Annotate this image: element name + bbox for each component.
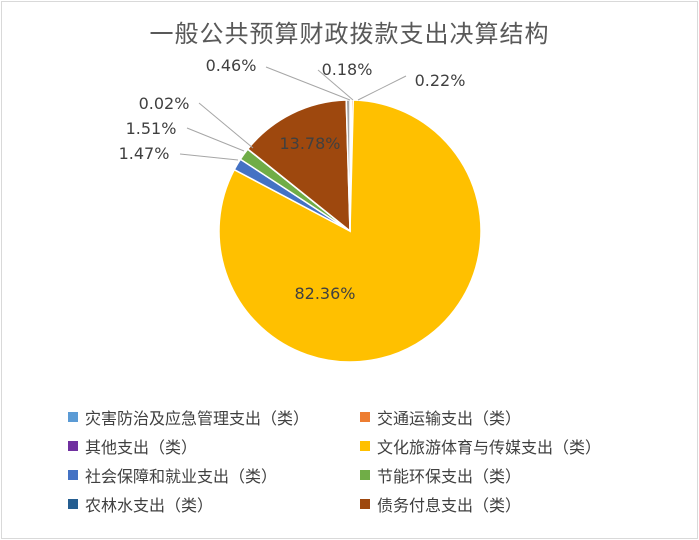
legend-swatch [68, 469, 78, 480]
legend-item: 农林水支出（类） [68, 493, 360, 515]
legend-label: 节能环保支出（类） [377, 466, 522, 486]
legend-label: 债务付息支出（类） [377, 495, 522, 515]
data-label: 1.47% [119, 144, 170, 163]
legend-label: 灾害防治及应急管理支出（类） [85, 408, 310, 428]
legend-label: 文化旅游体育与传媒支出（类） [377, 437, 602, 457]
legend-label: 其他支出（类） [85, 437, 198, 457]
legend-swatch [360, 440, 370, 451]
legend-swatch [68, 411, 78, 422]
legend-swatch [360, 411, 370, 422]
leader-line [265, 66, 351, 101]
legend-item: 社会保障和就业支出（类） [68, 464, 360, 486]
legend-swatch [68, 440, 78, 451]
data-label: 0.46% [206, 56, 257, 75]
data-label: 0.02% [139, 94, 190, 113]
legend-label: 社会保障和就业支出（类） [85, 466, 278, 486]
legend-swatch [360, 498, 370, 509]
leader-line [357, 75, 407, 101]
legend-item: 债务付息支出（类） [360, 493, 660, 515]
data-label: 13.78% [279, 134, 340, 153]
legend-item: 文化旅游体育与传媒支出（类） [360, 435, 660, 457]
legend-item: 节能环保支出（类） [360, 464, 660, 486]
data-label: 0.18% [322, 60, 373, 79]
pie-slice [246, 99, 351, 233]
legend-swatch [360, 469, 370, 480]
legend-swatch [68, 498, 78, 509]
legend-label: 农林水支出（类） [85, 495, 214, 515]
data-label: 82.36% [294, 284, 355, 303]
legend-label: 交通运输支出（类） [377, 408, 522, 428]
legend-item: 其他支出（类） [68, 435, 360, 457]
chart-title: 一般公共预算财政拨款支出决算结构 [149, 20, 550, 48]
chart-legend: 灾害防治及应急管理支出（类） 交通运输支出（类） 其他支出（类） 文化旅游体育与传媒支… [68, 406, 668, 515]
data-label: 0.22% [415, 71, 466, 90]
leader-line [317, 69, 354, 101]
leader-line [179, 153, 239, 161]
data-label: 1.51% [126, 119, 177, 138]
leader-line [198, 102, 254, 149]
pie-chart: 0.18% 0.22% 82.36% 1.47% 1.51% 0.02% 13.78% 0.4… [119, 56, 482, 363]
legend-item: 灾害防治及应急管理支出（类） [68, 406, 360, 428]
leader-line [186, 127, 245, 152]
legend-item: 交通运输支出（类） [360, 406, 660, 428]
